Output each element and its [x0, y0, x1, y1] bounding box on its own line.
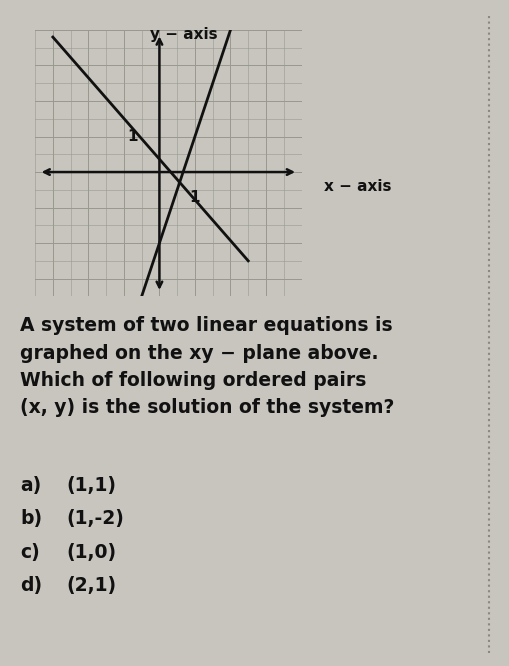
Text: (1,0): (1,0): [66, 543, 116, 562]
Text: 1: 1: [189, 190, 200, 205]
Text: A system of two linear equations is
graphed on the xy − plane above.
Which of fo: A system of two linear equations is grap…: [20, 316, 394, 417]
Text: (1,-2): (1,-2): [66, 509, 124, 529]
Text: x − axis: x − axis: [323, 179, 390, 194]
Text: b): b): [20, 509, 42, 529]
Text: (1,1): (1,1): [66, 476, 116, 496]
Text: y − axis: y − axis: [150, 27, 218, 42]
Text: c): c): [20, 543, 40, 562]
Text: 1: 1: [127, 129, 138, 144]
Text: a): a): [20, 476, 42, 496]
Text: (2,1): (2,1): [66, 576, 116, 595]
Text: d): d): [20, 576, 42, 595]
